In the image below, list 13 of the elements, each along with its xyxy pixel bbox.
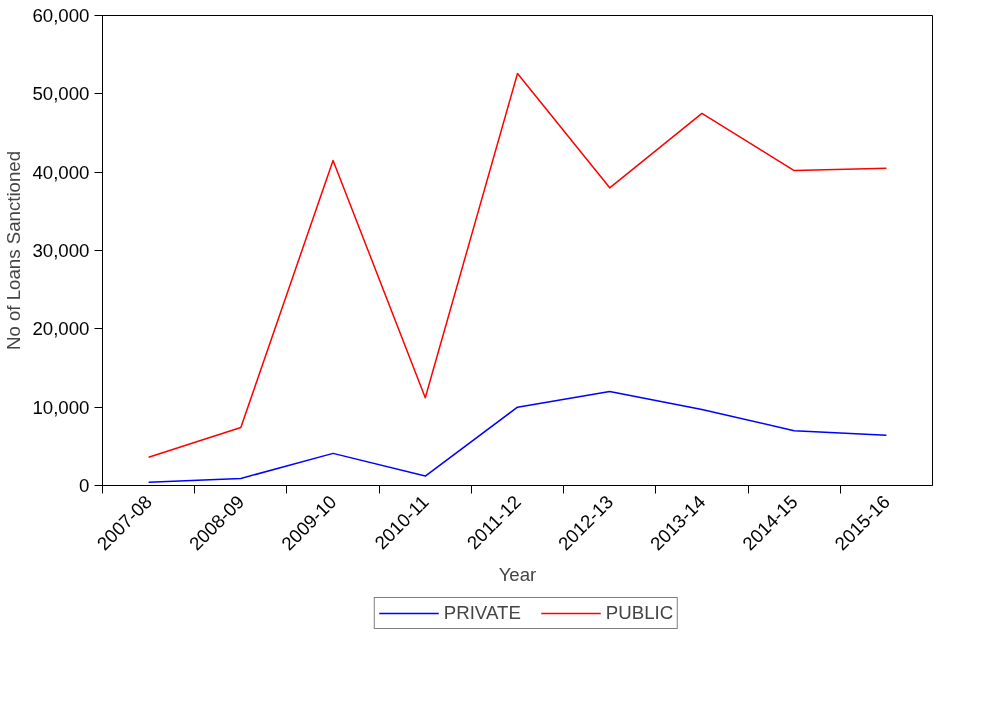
- y-tick-label: 20,000: [32, 318, 90, 340]
- line-series: [147, 390, 888, 484]
- line-series: [147, 72, 888, 459]
- legend-label: PUBLIC: [605, 602, 674, 624]
- y-tick-label: 60,000: [32, 5, 90, 26]
- y-tick-label: 30,000: [32, 240, 90, 261]
- y-tick-label: 0: [79, 475, 90, 496]
- x-axis-title: Year: [498, 564, 537, 586]
- y-tick-label: 40,000: [32, 161, 90, 183]
- legend-label: PRIVATE: [443, 602, 521, 624]
- y-axis-title: No of Loans Sanctioned: [3, 150, 25, 351]
- y-tick-label: 10,000: [32, 396, 90, 418]
- y-tick-label: 50,000: [32, 83, 90, 105]
